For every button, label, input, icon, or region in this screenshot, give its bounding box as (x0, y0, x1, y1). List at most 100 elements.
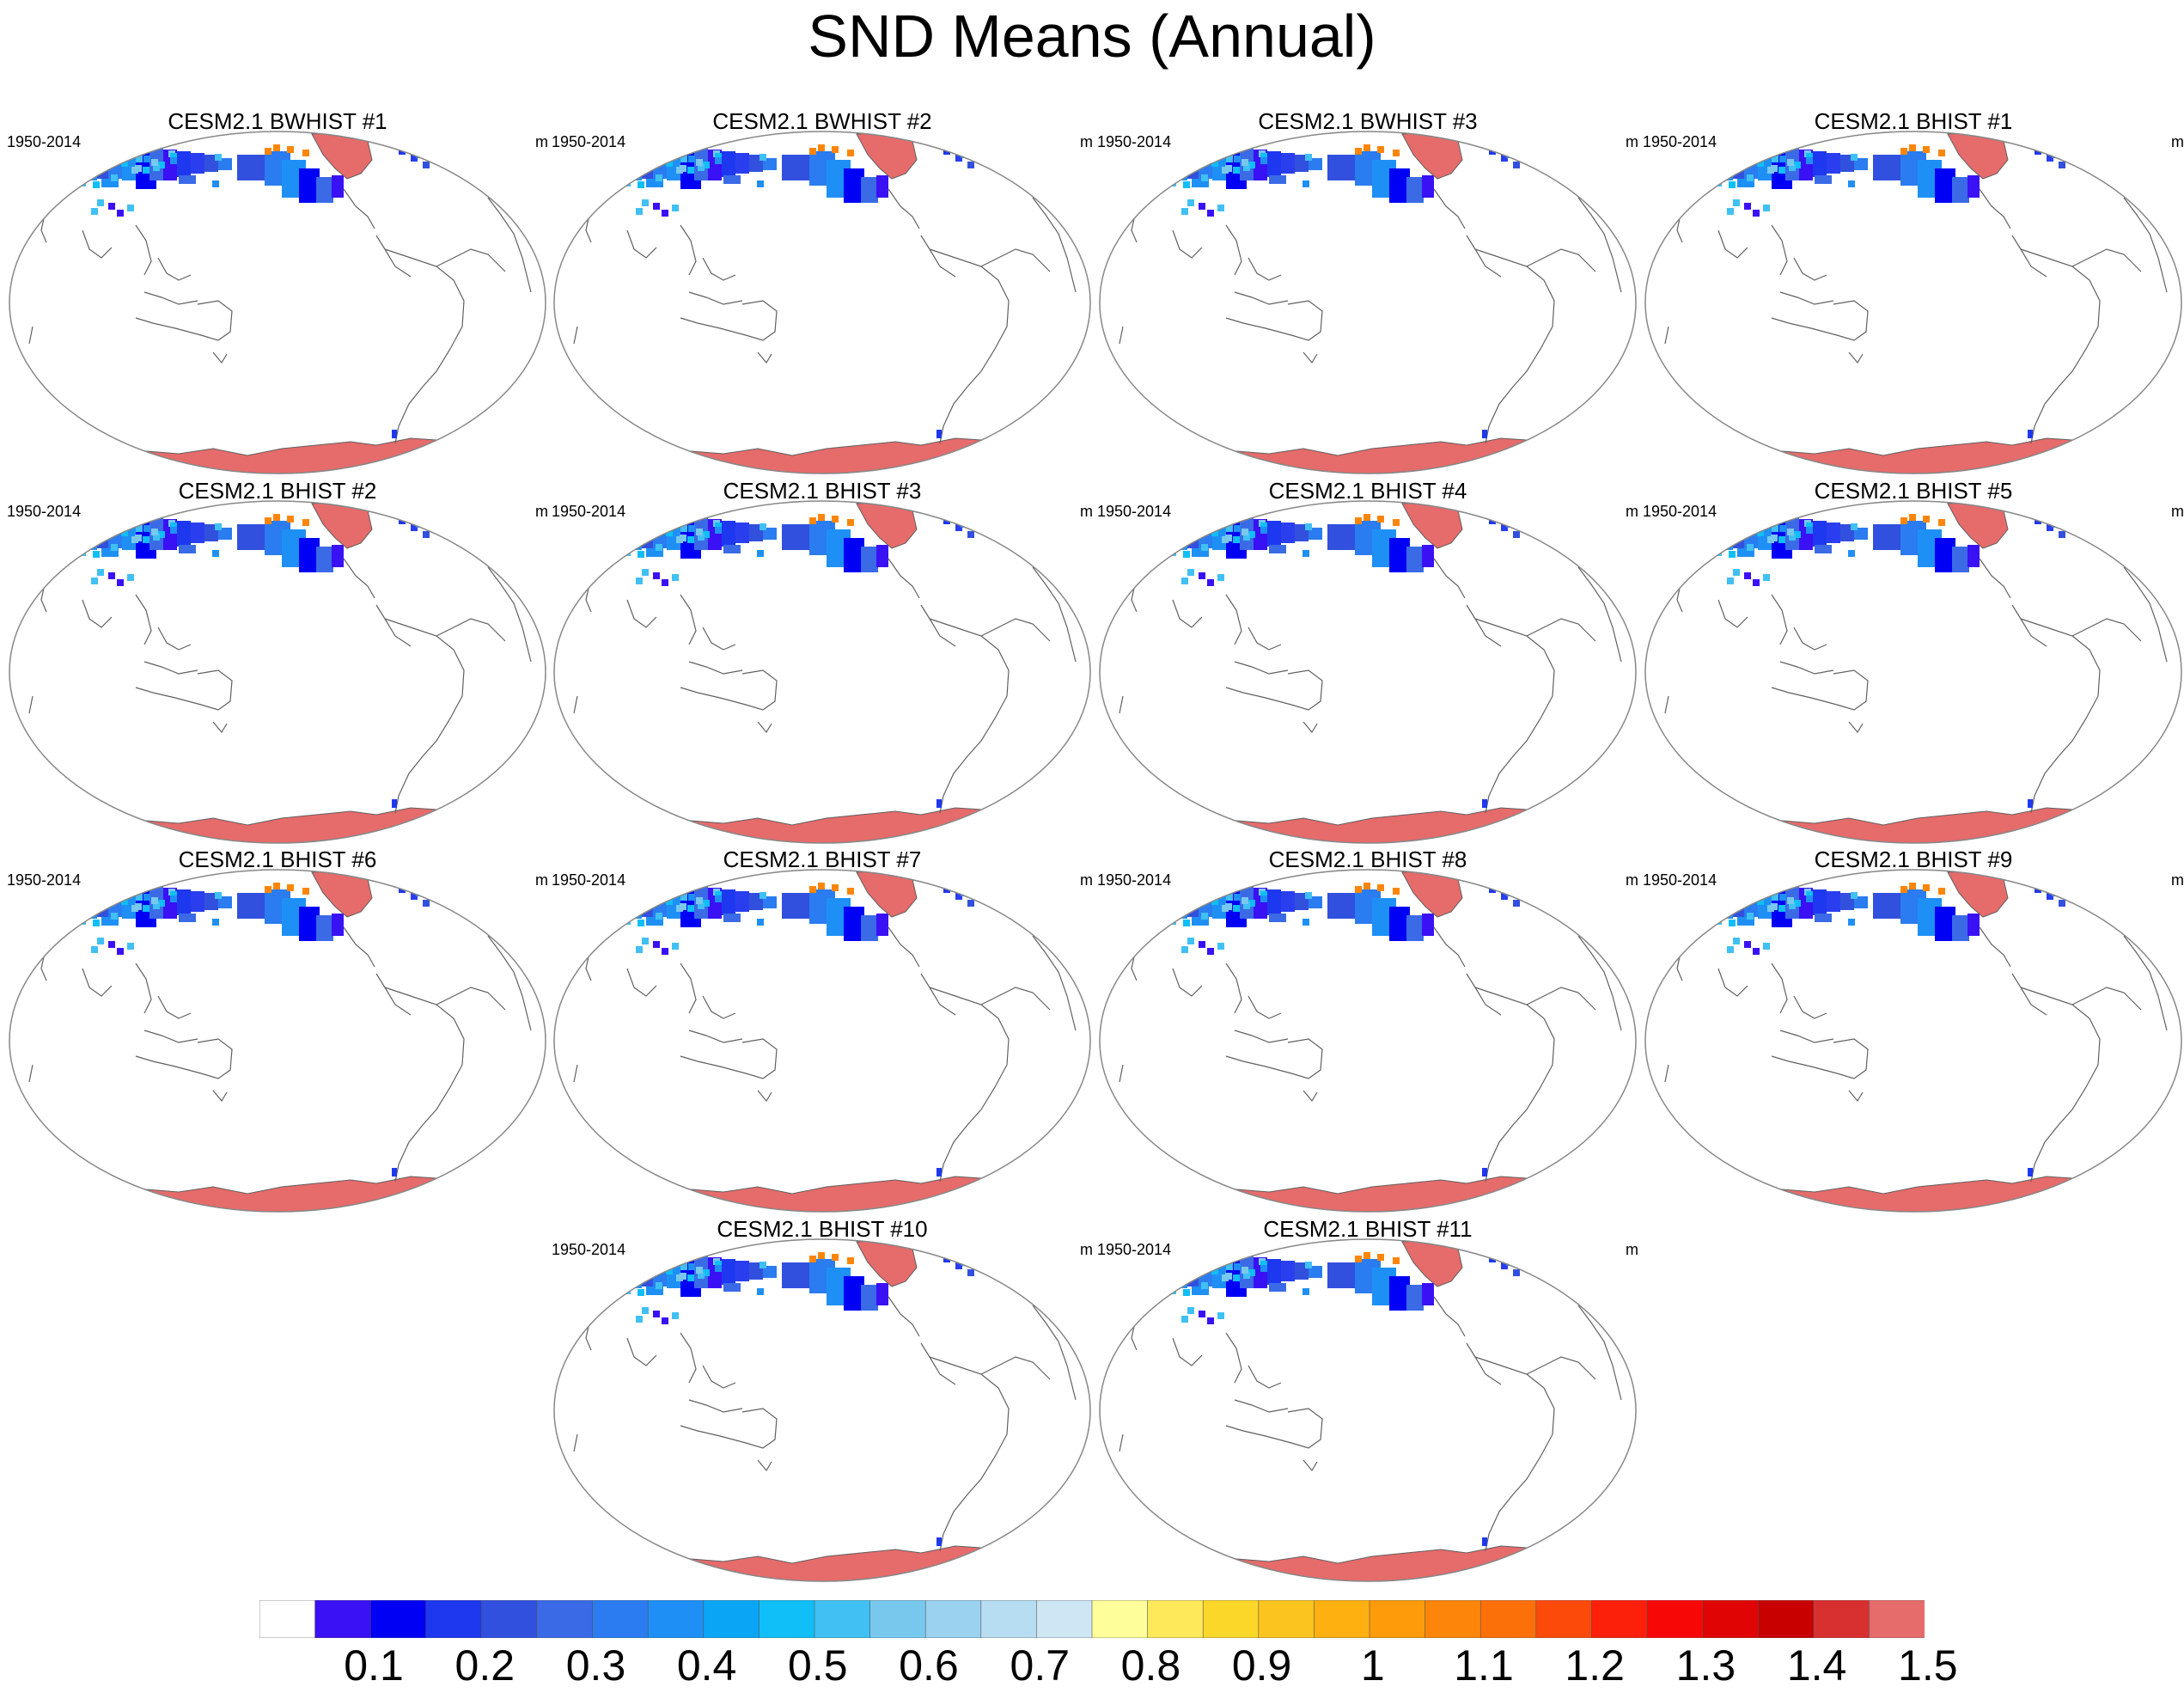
panel-units: m (1080, 133, 1093, 150)
colorbar-swatch (1202, 1600, 1260, 1638)
panel-title: CESM2.1 BWHIST #1 (168, 108, 387, 134)
coastlines (28, 188, 532, 444)
snow-cover-eurasia (612, 884, 777, 955)
colorbar-swatch (1646, 1600, 1704, 1638)
snow-cover-eurasia (67, 516, 232, 586)
map-panel: CESM2.1 BWHIST #2 1950-2014 m (552, 108, 1093, 476)
map-panel: CESM2.1 BHIST #8 1950-2014 m (1097, 846, 1638, 1214)
panel-title: CESM2.1 BHIST #10 (717, 1216, 928, 1242)
panel-period: 1950-2014 (1097, 871, 1172, 889)
panel-title: CESM2.1 BHIST #8 (1268, 846, 1467, 872)
map (553, 131, 1091, 474)
colorbar-swatch (1591, 1600, 1648, 1638)
panel-period: 1950-2014 (1097, 503, 1172, 520)
snow-cover-north-america (237, 883, 430, 941)
colorbar-tick-label: 1.2 (1565, 1641, 1625, 1690)
antarctica-ice (637, 1545, 995, 1581)
panel-title: CESM2.1 BHIST #1 (1814, 108, 2013, 134)
colorbar-tick-label: 1.4 (1786, 1641, 1847, 1690)
panel-period: 1950-2014 (1643, 503, 1717, 520)
colorbar-tick-label: 0.4 (676, 1641, 737, 1690)
coastlines (573, 558, 1077, 814)
map-panel: CESM2.1 BHIST #2 1950-2014 m (7, 478, 548, 846)
coastlines (573, 188, 1077, 444)
panel-period: 1950-2014 (7, 503, 82, 520)
map-panel: CESM2.1 BHIST #6 1950-2014 m (7, 846, 548, 1214)
coastlines (1119, 558, 1622, 814)
coastlines (1119, 926, 1622, 1183)
panel-units: m (1626, 503, 1638, 520)
colorbar-swatch (369, 1600, 427, 1638)
panel-period: 1950-2014 (552, 871, 626, 889)
colorbar-tick-label: 1 (1360, 1641, 1385, 1690)
colorbar-swatch (1369, 1600, 1426, 1638)
panel-title: CESM2.1 BHIST #2 (178, 478, 377, 504)
coastlines (1664, 188, 2168, 444)
map (1099, 500, 1637, 844)
snow-cover-eurasia (1157, 516, 1322, 586)
snow-cover-north-america (237, 514, 430, 572)
colorbar-swatch (1813, 1600, 1870, 1638)
colorbar-swatch (536, 1600, 594, 1638)
colorbar-swatch (924, 1600, 982, 1638)
map-border (553, 869, 1091, 1213)
snow-cover-eurasia (67, 146, 232, 217)
map-border (1099, 500, 1637, 844)
antarctica-ice (92, 1176, 450, 1212)
colorbar-swatch (1091, 1600, 1149, 1638)
map-panel: CESM2.1 BHIST #9 1950-2014 m (1643, 846, 2184, 1214)
map (1644, 869, 2182, 1213)
colorbar-tick-label: 0.8 (1120, 1641, 1181, 1690)
panel-period: 1950-2014 (7, 871, 82, 889)
snow-cover-eurasia (1703, 884, 1868, 955)
antarctica-ice (1182, 437, 1540, 474)
panel-units: m (1626, 871, 1638, 889)
map-panel: CESM2.1 BHIST #4 1950-2014 m (1097, 478, 1638, 846)
map (1099, 1238, 1637, 1582)
greenland-ice (1947, 131, 2009, 180)
colorbar-tick-label: 0.7 (1010, 1641, 1071, 1690)
map-border (553, 131, 1091, 474)
map (1644, 131, 2182, 474)
map-border (9, 500, 546, 844)
map (1644, 500, 2182, 844)
panel-units: m (535, 133, 548, 150)
snow-cover-north-america (1327, 883, 1520, 941)
snow-cover-eurasia (1703, 146, 1868, 217)
map (553, 500, 1091, 844)
snow-cover-north-america (1873, 514, 2065, 572)
map-panel: CESM2.1 BHIST #3 1950-2014 m (552, 478, 1093, 846)
greenland-ice (856, 131, 918, 180)
panel-title: CESM2.1 BHIST #11 (1263, 1216, 1473, 1242)
coastlines (573, 1296, 1077, 1552)
map (553, 1238, 1091, 1582)
colorbar-labels: 0.1 0.2 0.3 0.4 0.5 0.6 0.7 0.8 0.9 1 1.1 1.2 1.3 1.4… (0, 1641, 2184, 1693)
snow-cover-north-america (1873, 883, 2065, 941)
colorbar-tick-label: 0.3 (565, 1641, 626, 1690)
coastlines (28, 926, 532, 1183)
panel-period: 1950-2014 (1097, 1241, 1172, 1258)
coastlines (1119, 1296, 1622, 1552)
greenland-ice (311, 501, 373, 549)
panel-period: 1950-2014 (552, 503, 626, 520)
figure-title: SND Means (Annual) (808, 3, 1376, 70)
map-border (553, 1238, 1091, 1582)
map-border (1644, 869, 2182, 1213)
map-border (9, 131, 546, 474)
map-border (553, 500, 1091, 844)
panel-title: CESM2.1 BHIST #9 (1814, 846, 2013, 872)
panel-title: CESM2.1 BHIST #7 (723, 846, 922, 872)
panel-units: m (1080, 871, 1093, 889)
map-border (1099, 131, 1637, 474)
snow-cover-eurasia (1703, 516, 1868, 586)
greenland-ice (1401, 501, 1463, 549)
antarctica-ice (1728, 437, 2086, 474)
panel-units: m (1626, 133, 1638, 150)
greenland-ice (1401, 1239, 1463, 1287)
antarctica-ice (1182, 807, 1540, 843)
greenland-ice (856, 1239, 918, 1287)
colorbar-swatch (1869, 1600, 1925, 1638)
colorbar-tick-label: 0.5 (788, 1641, 848, 1690)
snow-cover-eurasia (1157, 1254, 1322, 1324)
panel-units: m (2171, 133, 2184, 150)
